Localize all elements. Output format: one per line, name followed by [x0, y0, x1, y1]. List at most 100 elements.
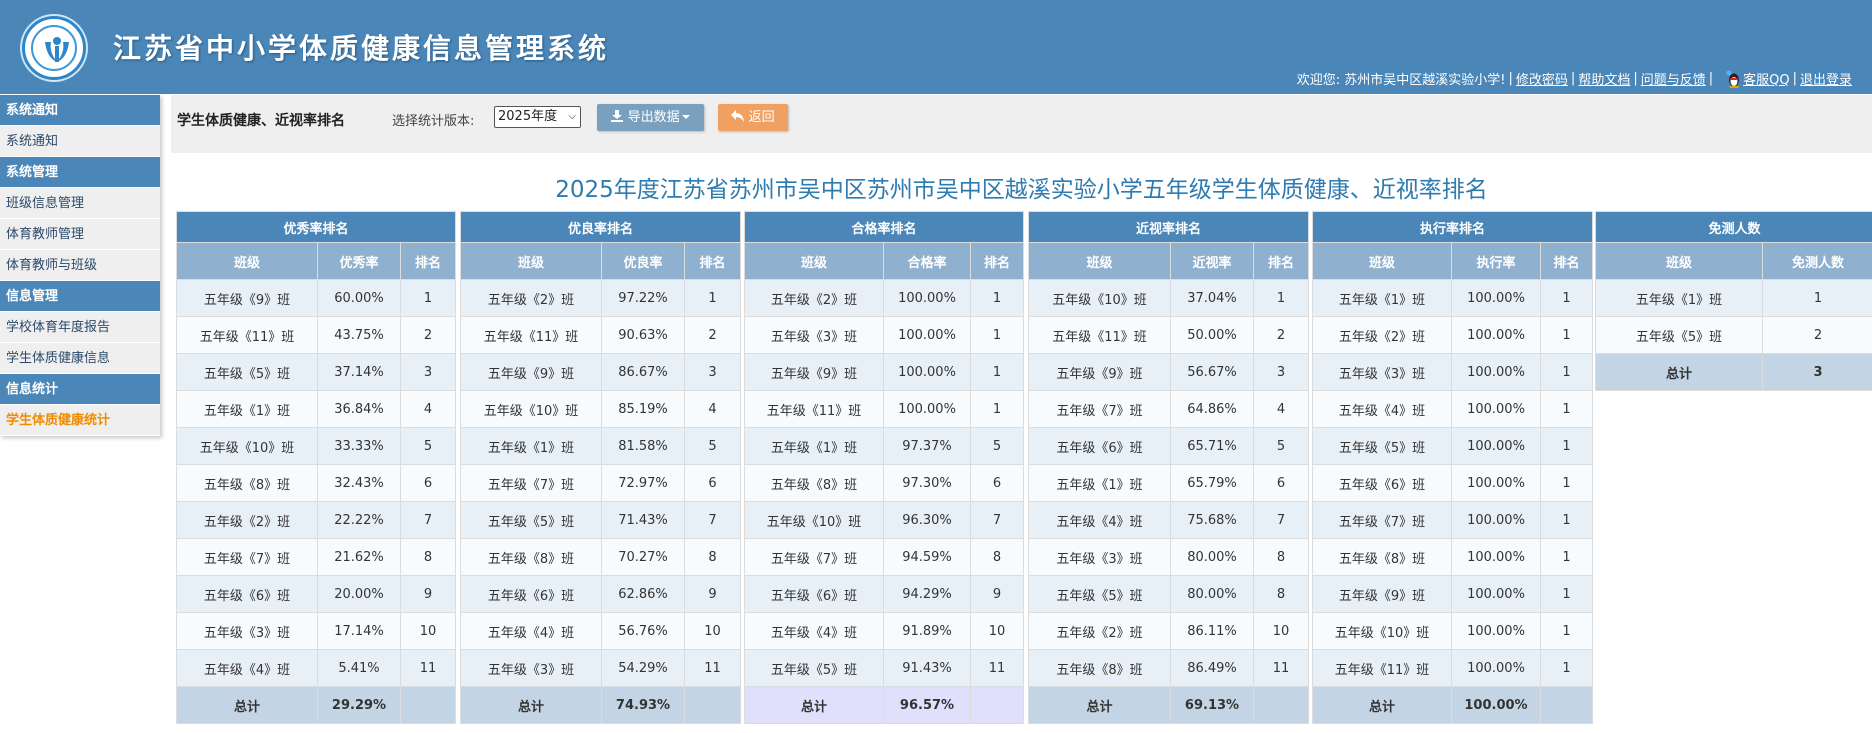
rank-cell: 10	[969, 612, 1025, 650]
total-label: 总计	[1028, 686, 1171, 724]
rank-cell: 7	[399, 501, 457, 539]
table-row: 五年级《3》班 100.00% 1	[744, 316, 1025, 354]
class-name-cell: 五年级《8》班	[1312, 538, 1452, 576]
column-header: 优良率	[601, 242, 685, 280]
class-name-cell: 五年级《1》班	[460, 427, 602, 465]
value-cell: 75.68%	[1170, 501, 1254, 539]
value-cell: 86.67%	[601, 353, 685, 391]
sidebar-group-system-management[interactable]: 系统管理	[0, 157, 160, 188]
rank-cell: 11	[969, 649, 1025, 687]
class-name-cell: 五年级《4》班	[460, 612, 602, 650]
value-cell: 33.33%	[317, 427, 401, 465]
total-value	[399, 686, 457, 724]
table-row: 五年级《9》班 100.00% 1	[1312, 575, 1594, 613]
value-cell: 60.00%	[317, 279, 401, 317]
customer-service-qq-link[interactable]: 客服QQ	[1743, 73, 1790, 88]
rank-cell: 1	[969, 316, 1025, 354]
table-row: 五年级《6》班 62.86% 9	[460, 575, 742, 613]
rank-cell: 1	[1539, 501, 1594, 539]
help-docs-link[interactable]: 帮助文档	[1578, 73, 1631, 88]
column-header: 班级	[460, 242, 602, 280]
rank-cell: 1	[1539, 279, 1594, 317]
version-select[interactable]: 2025年度 ⌵	[494, 106, 581, 128]
value-cell: 50.00%	[1170, 316, 1254, 354]
column-header: 优秀率	[317, 242, 401, 280]
column-header-row: 班级 优良率 排名	[460, 242, 742, 280]
table-title-row: 免测人数	[1594, 211, 1872, 243]
version-label: 选择统计版本:	[392, 114, 475, 129]
sidebar: 系统通知 系统通知 系统管理 班级信息管理 体育教师管理 体育教师与班级 信息管…	[0, 95, 160, 436]
table-row: 五年级《8》班 70.27% 8	[460, 538, 742, 576]
sidebar-item-system-notices[interactable]: 系统通知	[0, 126, 160, 157]
sidebar-item-annual-report[interactable]: 学校体育年度报告	[0, 312, 160, 343]
class-name-cell: 五年级《7》班	[744, 538, 884, 576]
table-row: 五年级《2》班 86.11% 10	[1028, 612, 1310, 650]
table-row: 五年级《10》班 85.19% 4	[460, 390, 742, 428]
table-row: 五年级《3》班 17.14% 10	[176, 612, 457, 650]
total-label: 总计	[176, 686, 318, 724]
total-value: 3	[1761, 353, 1872, 391]
table-row: 五年级《11》班 50.00% 2	[1028, 316, 1310, 354]
change-password-link[interactable]: 修改密码	[1515, 73, 1568, 88]
class-name-cell: 五年级《10》班	[460, 390, 602, 428]
column-header: 免测人数	[1761, 242, 1872, 280]
sidebar-group-notices[interactable]: 系统通知	[0, 95, 160, 126]
rank-cell: 2	[399, 316, 457, 354]
logout-link[interactable]: 退出登录	[1799, 73, 1852, 88]
sidebar-group-info-management[interactable]: 信息管理	[0, 281, 160, 312]
class-name-cell: 五年级《1》班	[744, 427, 884, 465]
value-cell: 100.00%	[1451, 538, 1541, 576]
class-name-cell: 五年级《5》班	[176, 353, 318, 391]
table-row: 五年级《8》班 97.30% 6	[744, 464, 1025, 502]
sidebar-item-student-health-info[interactable]: 学生体质健康信息	[0, 343, 160, 374]
value-cell: 20.00%	[317, 575, 401, 613]
sidebar-item-health-statistics[interactable]: 学生体质健康统计	[0, 405, 160, 436]
value-cell: 64.86%	[1170, 390, 1254, 428]
class-name-cell: 五年级《1》班	[1595, 279, 1763, 317]
table-row: 五年级《6》班 100.00% 1	[1312, 464, 1594, 502]
table-title: 优秀率排名	[175, 211, 457, 243]
sidebar-group-statistics[interactable]: 信息统计	[0, 374, 160, 405]
class-name-cell: 五年级《6》班	[1312, 464, 1452, 502]
total-row: 总计 3	[1595, 353, 1872, 391]
column-header: 班级	[1028, 242, 1171, 280]
table-row: 五年级《6》班 20.00% 9	[176, 575, 457, 613]
class-name-cell: 五年级《3》班	[1312, 353, 1452, 391]
column-header: 排名	[969, 242, 1025, 280]
rank-cell: 6	[683, 464, 742, 502]
class-name-cell: 五年级《1》班	[176, 390, 318, 428]
rank-cell: 1	[683, 279, 742, 317]
value-cell: 32.43%	[317, 464, 401, 502]
table-row: 五年级《1》班 100.00% 1	[1312, 279, 1594, 317]
rank-cell: 11	[399, 649, 457, 687]
table-row: 五年级《11》班 100.00% 1	[1312, 649, 1594, 687]
sidebar-item-teachers-classes[interactable]: 体育教师与班级	[0, 250, 160, 281]
sidebar-item-class-info[interactable]: 班级信息管理	[0, 188, 160, 219]
export-data-label: 导出数据	[627, 110, 680, 125]
export-data-button[interactable]: 导出数据	[597, 104, 704, 131]
class-name-cell: 五年级《8》班	[744, 464, 884, 502]
rank-cell: 1	[1539, 464, 1594, 502]
table-row: 五年级《2》班 97.22% 1	[460, 279, 742, 317]
table-row: 五年级《11》班 43.75% 2	[176, 316, 457, 354]
class-name-cell: 五年级《6》班	[176, 575, 318, 613]
value-cell: 100.00%	[1451, 390, 1541, 428]
rank-cell: 1	[1252, 279, 1310, 317]
class-name-cell: 五年级《7》班	[1028, 390, 1171, 428]
rank-cell: 1	[1539, 353, 1594, 391]
class-name-cell: 五年级《2》班	[1312, 316, 1452, 354]
rank-cell: 4	[399, 390, 457, 428]
total-value	[969, 686, 1025, 724]
execution-rate-table: 执行率排名 班级 执行率 排名 五年级《1》班 100.00% 1 五年级《2》班 100.00…	[1311, 211, 1594, 724]
column-header-row: 班级 免测人数	[1595, 242, 1872, 280]
class-name-cell: 五年级《3》班	[460, 649, 602, 687]
back-button[interactable]: 返回	[718, 104, 788, 131]
feedback-link[interactable]: 问题与反馈	[1640, 73, 1706, 88]
total-row: 总计 69.13%	[1028, 686, 1310, 724]
sidebar-item-pe-teachers[interactable]: 体育教师管理	[0, 219, 160, 250]
column-header: 班级	[744, 242, 884, 280]
class-name-cell: 五年级《11》班	[176, 316, 318, 354]
value-cell: 86.11%	[1170, 612, 1254, 650]
table-row: 五年级《8》班 100.00% 1	[1312, 538, 1594, 576]
rank-cell: 1	[1539, 575, 1594, 613]
